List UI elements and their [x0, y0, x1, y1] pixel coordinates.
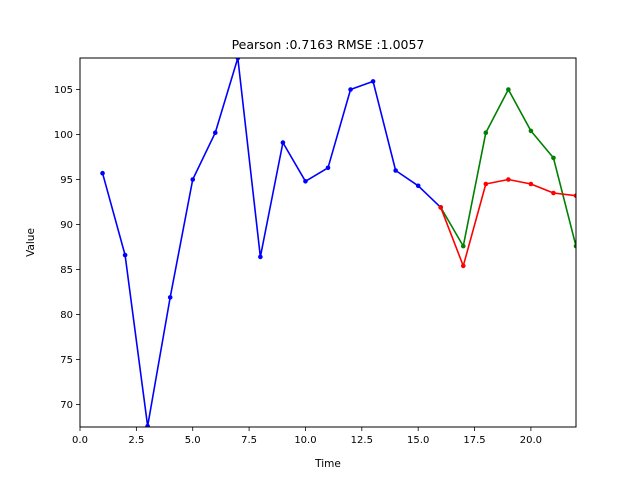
data-point-series-3	[551, 190, 556, 196]
x-tick-label: 15.0	[407, 435, 429, 446]
data-point-series-3	[438, 205, 444, 210]
x-tick-label: 0.0	[72, 435, 88, 446]
data-point-series-3	[483, 181, 489, 187]
x-tick-label: 2.5	[128, 435, 144, 446]
y-tick-label: 80	[60, 310, 73, 321]
x-tick-label: 10.0	[294, 435, 316, 446]
data-point-series-1	[348, 87, 353, 92]
data-point-series-2	[460, 243, 466, 249]
data-point-series-1	[100, 170, 105, 176]
x-axis-label: Time	[314, 458, 341, 470]
data-point-series-1	[235, 58, 241, 61]
series-layer	[100, 58, 576, 427]
x-tick-label: 20.0	[520, 435, 542, 446]
x-tick-label: 17.5	[463, 435, 485, 446]
data-point-series-3	[506, 177, 511, 182]
data-point-series-1	[415, 183, 421, 189]
data-point-series-1	[370, 79, 376, 84]
x-tick-label: 7.5	[241, 435, 257, 446]
data-point-series-1	[393, 168, 398, 173]
plot-area	[80, 58, 576, 427]
series-line-1	[101, 58, 442, 427]
data-point-series-2	[528, 128, 534, 134]
data-point-series-2	[573, 243, 576, 249]
chart-title: Pearson :0.7163 RMSE :1.0057	[232, 37, 425, 52]
y-tick-label: 70	[60, 400, 73, 411]
data-point-series-2	[483, 130, 489, 135]
data-point-series-1	[303, 179, 308, 184]
data-point-series-3	[573, 193, 576, 198]
data-point-series-1	[258, 254, 263, 260]
data-point-series-1	[280, 140, 286, 145]
x-tick-label: 12.5	[351, 435, 373, 446]
series-group	[100, 58, 576, 427]
y-tick-label: 95	[60, 175, 73, 186]
data-point-series-1	[145, 423, 150, 427]
data-point-series-1	[212, 130, 218, 135]
plot-frame	[79, 57, 577, 428]
y-axis-label: Value	[25, 228, 37, 257]
x-axis-ticks: 0.0 2.5 5.0 7.5 10.0 12.5 15.0 17.5 20.0	[72, 427, 542, 446]
data-point-series-1	[325, 165, 331, 171]
y-tick-label: 100	[54, 130, 73, 141]
data-point-series-2	[551, 155, 556, 161]
data-point-series-1	[190, 177, 196, 182]
y-tick-label: 105	[54, 85, 73, 96]
data-point-series-3	[460, 263, 466, 269]
y-axis-ticks: 70 75 80 85 90 95 100 105	[54, 85, 80, 411]
data-point-series-1	[167, 295, 173, 300]
y-tick-label: 75	[60, 355, 73, 366]
data-point-series-3	[528, 181, 534, 187]
data-point-series-2	[506, 87, 511, 92]
y-tick-label: 85	[60, 265, 73, 276]
x-tick-label: 5.0	[185, 435, 201, 446]
data-point-series-1	[122, 252, 128, 258]
y-tick-label: 90	[60, 220, 73, 231]
